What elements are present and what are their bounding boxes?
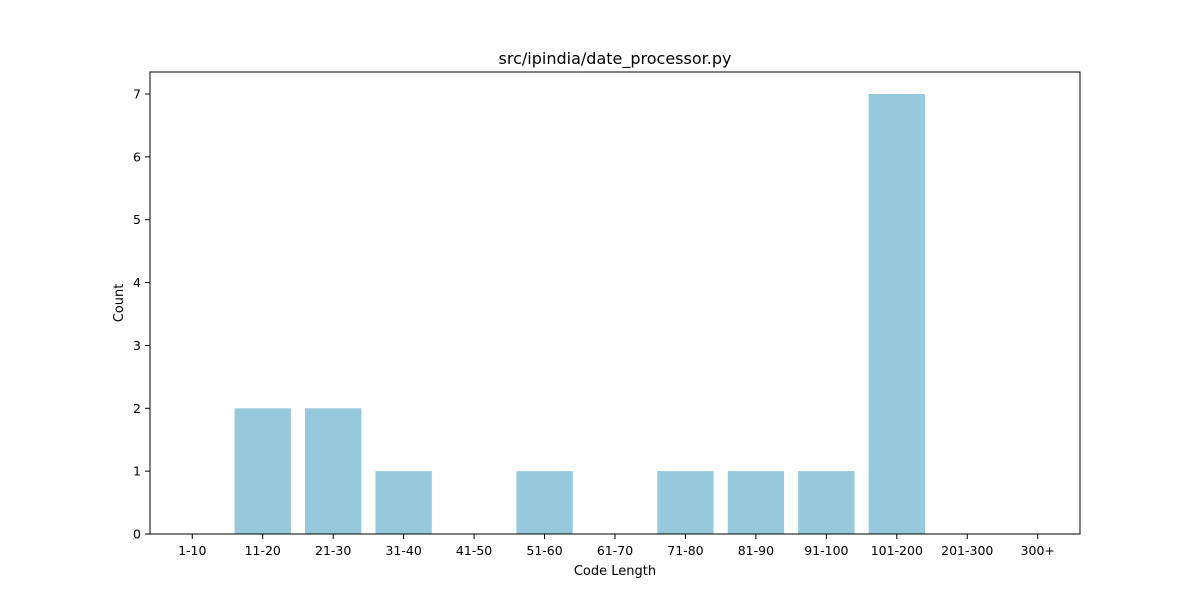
x-tick-label: 51-60 (526, 543, 562, 558)
y-tick-label: 7 (133, 87, 141, 102)
bar-21-30 (305, 408, 362, 534)
y-tick-label: 3 (133, 338, 141, 353)
x-tick-label: 1-10 (178, 543, 206, 558)
x-tick-label: 300+ (1021, 543, 1055, 558)
x-tick-label: 11-20 (245, 543, 281, 558)
x-tick-label: 21-30 (315, 543, 351, 558)
y-axis-label: Count (112, 284, 127, 323)
y-tick-label: 4 (133, 275, 141, 290)
y-tick-label: 2 (133, 401, 141, 416)
x-tick-label: 201-300 (941, 543, 993, 558)
x-tick-label: 81-90 (738, 543, 774, 558)
bar-91-100 (798, 471, 855, 534)
bar-11-20 (234, 408, 291, 534)
bar-51-60 (516, 471, 573, 534)
x-tick-label: 41-50 (456, 543, 492, 558)
x-tick-label: 31-40 (385, 543, 421, 558)
x-tick-label: 61-70 (597, 543, 633, 558)
bar-101-200 (868, 94, 925, 534)
bar-81-90 (727, 471, 785, 534)
y-tick-label: 5 (133, 212, 141, 227)
bar-31-40 (375, 471, 432, 534)
x-tick-label: 91-100 (804, 543, 848, 558)
x-tick-label: 101-200 (871, 543, 923, 558)
y-tick-label: 6 (133, 149, 141, 164)
y-tick-label: 1 (133, 464, 141, 479)
chart-title: src/ipindia/date_processor.py (499, 49, 732, 69)
x-axis-label: Code Length (574, 564, 656, 579)
x-tick-label: 71-80 (667, 543, 703, 558)
y-axis: 0 1 2 3 4 5 6 7 (133, 87, 150, 542)
x-axis: 1-10 11-20 21-30 31-40 41-50 51-60 61-70 71-80 8… (178, 534, 1055, 558)
y-tick-label: 0 (133, 527, 141, 542)
bars-group (234, 94, 925, 534)
bar-71-80 (657, 471, 714, 534)
